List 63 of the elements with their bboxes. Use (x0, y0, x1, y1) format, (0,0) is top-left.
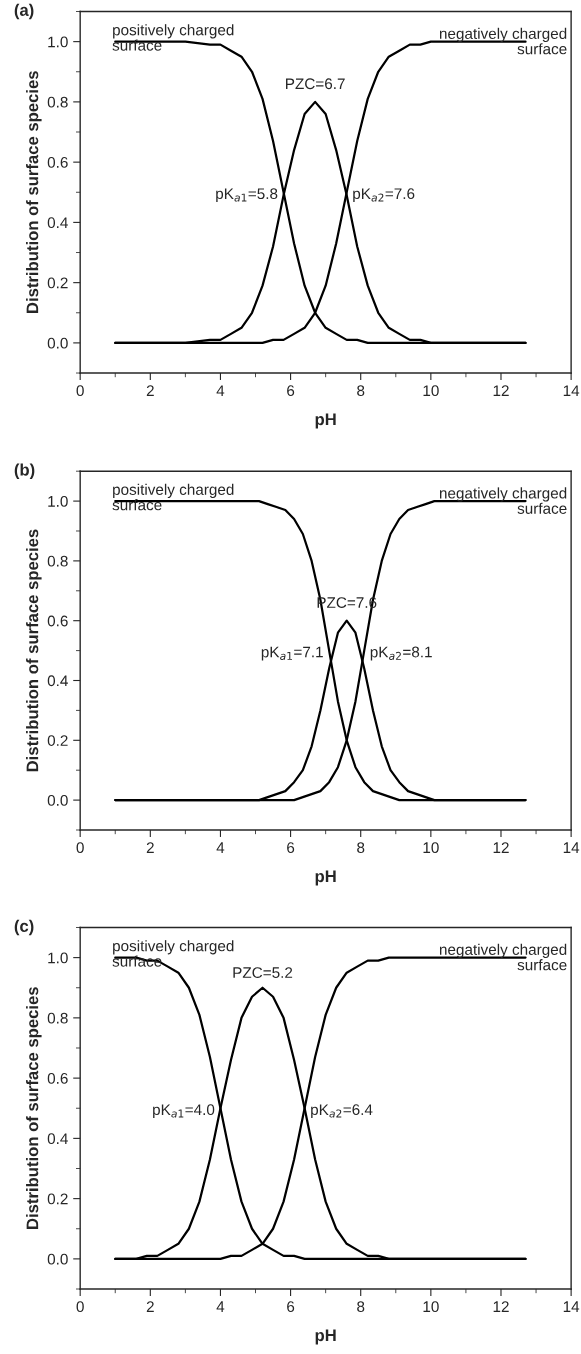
x-tick-label: 14 (563, 385, 580, 396)
x-tick-label: 12 (493, 385, 509, 396)
y-tick-label: 1.0 (48, 952, 68, 964)
y-tick-label: 0.8 (47, 96, 68, 108)
annotation: pK$_{a1}$=4.0 (153, 1104, 215, 1119)
x-tick-label: 6 (287, 1301, 295, 1313)
y-tick-label: 0.6 (47, 157, 68, 168)
y-axis-title: Distribution of surface species (26, 529, 42, 772)
y-tick-label: 1.0 (48, 36, 68, 48)
x-tick-label: 8 (357, 842, 365, 854)
y-tick-label: 0.0 (47, 794, 68, 806)
x-axis-title: pH (315, 1329, 336, 1345)
x-tick-label: 2 (146, 385, 154, 396)
y-tick-label: 0.8 (47, 1012, 68, 1024)
x-tick-label: 2 (146, 842, 154, 853)
x-tick-label: 6 (287, 842, 295, 854)
y-tick-label: 1.0 (48, 495, 68, 507)
annotation: negatively charged surface (439, 943, 567, 971)
x-tick-label: 2 (146, 1301, 154, 1312)
x-tick-label: 8 (357, 385, 365, 397)
x-tick-label: 14 (563, 1301, 580, 1312)
y-axis-title: Distribution of surface species (26, 71, 42, 313)
y-tick-label: 0.2 (47, 277, 68, 289)
annotation: pK$_{a1}$=5.8 (216, 188, 278, 203)
annotation: pK$_{a2}$=8.1 (370, 646, 432, 661)
x-tick-label: 0 (76, 842, 84, 854)
annotation: negatively charged surface (439, 487, 567, 514)
annotation: PZC=5.2 (233, 967, 293, 979)
x-tick-label: 6 (287, 385, 295, 397)
x-tick-label: 12 (493, 1301, 509, 1312)
y-tick-label: 0.4 (47, 217, 68, 229)
annotation: PZC=6.7 (286, 78, 345, 90)
y-tick-label: 0.4 (47, 675, 68, 687)
annotation: negatively charged surface (439, 27, 567, 55)
x-tick-label: 4 (216, 385, 225, 396)
x-tick-label: 4 (216, 842, 225, 853)
y-tick-label: 0.6 (47, 615, 68, 627)
x-tick-label: 4 (216, 1301, 225, 1312)
y-tick-label: 0.2 (47, 735, 68, 746)
y-tick-label: 0.0 (47, 1253, 68, 1265)
annotation: pK$_{a1}$=7.1 (261, 646, 323, 661)
y-axis-title: Distribution of surface species (26, 987, 42, 1229)
x-tick-label: 10 (423, 385, 439, 397)
chart-title: (c) (14, 919, 34, 936)
x-tick-label: 8 (357, 1301, 365, 1313)
x-tick-label: 12 (493, 842, 509, 853)
x-tick-label: 14 (563, 842, 580, 853)
y-tick-label: 0.2 (47, 1193, 68, 1205)
chart-title: (a) (14, 3, 34, 20)
x-tick-label: 10 (423, 1301, 439, 1313)
y-tick-label: 0.4 (47, 1133, 68, 1145)
annotation: positively charged surface (112, 483, 234, 511)
x-axis-title: pH (315, 870, 336, 886)
x-tick-label: 10 (423, 842, 439, 854)
chart-title: (b) (14, 463, 35, 479)
y-tick-label: 0.0 (47, 337, 68, 349)
y-tick-label: 0.8 (47, 555, 68, 567)
annotation: pK$_{a2}$=6.4 (311, 1104, 373, 1119)
y-tick-label: 0.6 (47, 1072, 68, 1084)
x-tick-label: 0 (76, 1301, 84, 1313)
x-axis-title: pH (315, 413, 336, 429)
annotation: pK$_{a2}$=7.6 (353, 188, 415, 203)
x-tick-label: 0 (76, 385, 84, 397)
